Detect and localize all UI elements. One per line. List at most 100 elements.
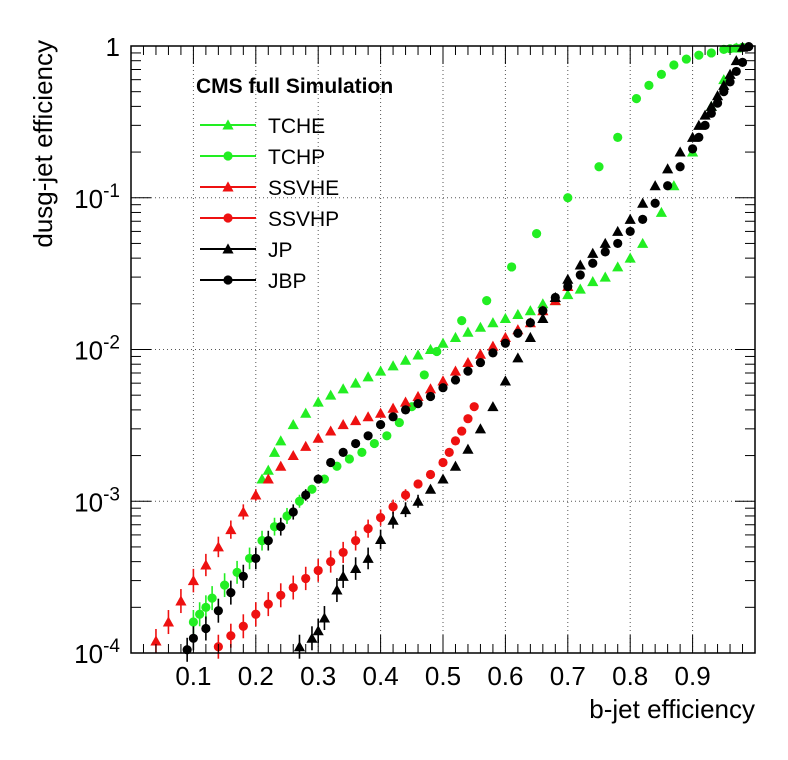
data-point bbox=[293, 641, 306, 652]
data-point bbox=[399, 354, 412, 365]
data-point bbox=[220, 580, 230, 590]
data-point bbox=[268, 446, 281, 457]
data-point bbox=[412, 349, 424, 360]
y-tick-exponent: -3 bbox=[103, 484, 120, 505]
data-point bbox=[387, 360, 399, 371]
legend-label: TCHP bbox=[268, 146, 325, 169]
data-point bbox=[612, 225, 624, 236]
legend-marker bbox=[222, 119, 234, 130]
data-point bbox=[338, 547, 348, 558]
data-point bbox=[724, 68, 736, 79]
y-tick-exponent: -1 bbox=[103, 181, 120, 202]
data-point bbox=[644, 80, 654, 90]
legend-label: SSVHE bbox=[268, 177, 339, 200]
data-point bbox=[175, 595, 187, 606]
data-point bbox=[499, 375, 511, 386]
y-tick-base: 10 bbox=[74, 336, 103, 366]
data-point bbox=[694, 132, 704, 142]
data-point bbox=[712, 98, 723, 108]
data-point bbox=[694, 50, 704, 60]
data-point bbox=[262, 473, 274, 484]
data-point bbox=[350, 377, 362, 388]
data-point bbox=[512, 352, 524, 363]
data-point bbox=[487, 317, 499, 328]
legend-marker bbox=[222, 243, 234, 254]
data-point bbox=[251, 609, 261, 619]
data-point bbox=[731, 66, 741, 77]
data-point bbox=[388, 502, 398, 512]
data-point bbox=[387, 514, 399, 525]
data-point bbox=[351, 536, 361, 546]
data-point bbox=[507, 262, 517, 272]
data-point bbox=[200, 559, 212, 570]
data-point bbox=[251, 553, 261, 564]
data-point bbox=[499, 312, 511, 324]
data-point bbox=[500, 338, 510, 348]
data-point bbox=[338, 447, 348, 457]
data-point bbox=[537, 298, 549, 309]
data-point bbox=[487, 340, 499, 351]
data-point bbox=[437, 375, 449, 386]
data-point bbox=[662, 163, 674, 174]
y-tick-base: 10 bbox=[74, 487, 103, 517]
x-tick-label: 0.7 bbox=[550, 661, 586, 691]
data-point bbox=[294, 496, 305, 506]
data-point bbox=[669, 60, 679, 70]
data-point bbox=[499, 331, 511, 342]
data-point bbox=[475, 357, 486, 368]
data-point bbox=[675, 162, 685, 172]
legend-label: JBP bbox=[268, 270, 307, 293]
data-point bbox=[325, 425, 337, 436]
data-point bbox=[162, 616, 175, 627]
data-point bbox=[263, 536, 273, 546]
data-point bbox=[225, 524, 237, 535]
x-tick-label: 0.9 bbox=[675, 661, 711, 691]
data-point bbox=[369, 438, 379, 449]
y-tick-label: 10-3 bbox=[74, 484, 120, 517]
data-point bbox=[400, 490, 411, 500]
data-point bbox=[301, 490, 311, 500]
data-point bbox=[706, 108, 716, 118]
x-tick-label: 0.6 bbox=[487, 661, 523, 691]
data-point bbox=[706, 48, 716, 58]
data-point bbox=[462, 443, 474, 454]
data-point bbox=[276, 522, 286, 532]
plot-frame bbox=[130, 45, 756, 654]
data-point bbox=[457, 426, 467, 436]
legend-entry-ssvhe: SSVHE bbox=[200, 177, 339, 200]
legend-entry-jbp: JBP bbox=[200, 270, 307, 293]
data-point bbox=[201, 623, 211, 634]
series-jp bbox=[293, 41, 749, 659]
data-point bbox=[201, 602, 211, 612]
data-point bbox=[599, 237, 611, 248]
data-point bbox=[469, 402, 479, 412]
y-axis-title: dusg-jet efficiency bbox=[28, 40, 58, 248]
data-point bbox=[550, 292, 560, 303]
legend-label: SSVHP bbox=[268, 208, 339, 231]
data-point bbox=[699, 109, 711, 120]
data-point bbox=[412, 495, 424, 506]
data-point bbox=[438, 457, 448, 468]
data-point bbox=[276, 590, 286, 600]
data-point bbox=[674, 146, 686, 157]
series-jbp bbox=[182, 42, 754, 662]
data-point bbox=[574, 283, 586, 294]
data-point bbox=[362, 552, 374, 563]
data-point bbox=[587, 247, 599, 258]
data-point bbox=[649, 180, 661, 191]
data-point bbox=[307, 484, 317, 494]
data-point bbox=[487, 401, 499, 412]
data-point bbox=[631, 94, 642, 104]
legend-marker bbox=[223, 213, 233, 223]
data-point bbox=[425, 391, 436, 402]
legend-marker bbox=[223, 275, 233, 285]
legend-marker bbox=[222, 181, 234, 192]
data-point bbox=[474, 423, 487, 434]
data-point bbox=[637, 197, 649, 208]
data-point bbox=[350, 414, 362, 426]
data-point bbox=[275, 460, 287, 471]
data-point bbox=[562, 289, 574, 300]
data-point bbox=[300, 407, 312, 418]
x-tick-label: 0.1 bbox=[175, 661, 211, 691]
data-point bbox=[512, 308, 524, 320]
